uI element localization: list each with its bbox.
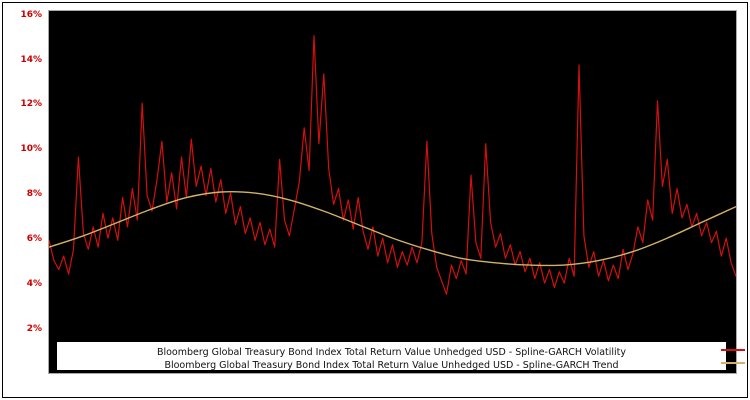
- y-tick-label: 10%: [20, 144, 42, 155]
- y-tick-label: 4%: [26, 279, 42, 290]
- trend-line: [49, 190, 736, 267]
- legend-entry-volatility: Bloomberg Global Treasury Bond Index Tot…: [57, 343, 745, 358]
- volatility-line-sample-icon: [721, 349, 745, 351]
- y-axis: 2% 4% 6% 8% 10% 12% 14% 16%: [0, 10, 44, 374]
- chart-canvas: [49, 35, 736, 295]
- legend: Bloomberg Global Treasury Bond Index Tot…: [57, 342, 745, 371]
- legend-label-volatility: Bloomberg Global Treasury Bond Index Tot…: [156, 347, 627, 358]
- y-tick-label: 8%: [26, 189, 42, 200]
- plot-area: Bloomberg Global Treasury Bond Index Tot…: [48, 10, 745, 374]
- y-tick-label: 16%: [20, 9, 42, 20]
- legend-entry-trend: Bloomberg Global Treasury Bond Index Tot…: [57, 356, 745, 371]
- volatility-line: [49, 35, 736, 295]
- y-tick-label: 14%: [20, 54, 42, 65]
- trend-line-sample-icon: [721, 362, 745, 364]
- y-tick-label: 6%: [26, 234, 42, 245]
- y-tick-label: 12%: [20, 99, 42, 110]
- y-tick-label: 2%: [26, 324, 42, 335]
- legend-label-trend: Bloomberg Global Treasury Bond Index Tot…: [164, 360, 619, 371]
